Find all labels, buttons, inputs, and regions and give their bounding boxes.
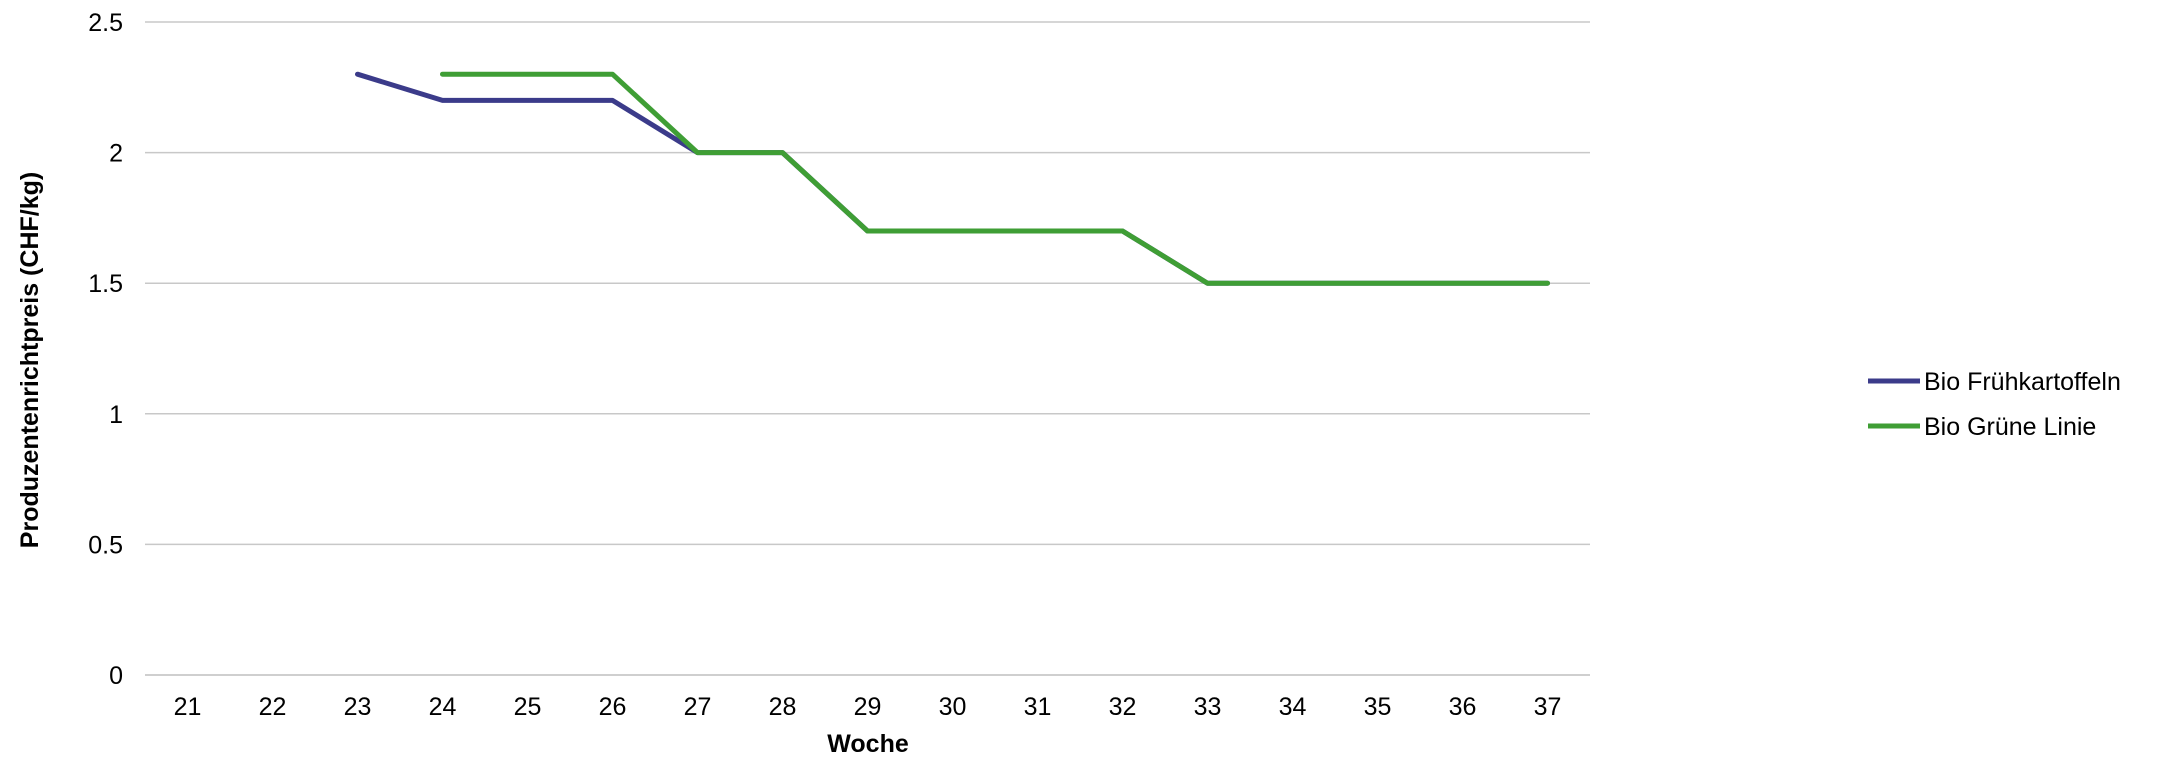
gridlines [145, 21, 1590, 676]
x-tick-label: 28 [769, 693, 797, 721]
x-tick-label: 34 [1279, 693, 1307, 721]
x-tick-label: 26 [599, 693, 627, 721]
x-tick-label: 21 [174, 693, 202, 721]
x-axis-title: Woche [827, 730, 909, 753]
x-tick-label: 33 [1194, 693, 1222, 721]
y-tick-label: 0 [109, 662, 123, 690]
x-tick-label: 30 [939, 693, 967, 721]
legend-label: Bio Frühkartoffeln [1924, 368, 2121, 396]
legend: Bio Frühkartoffeln Bio Grüne Linie [1868, 368, 2121, 441]
x-tick-label: 22 [259, 693, 287, 721]
y-axis-title: Produzentenrichtpreis (CHF/kg) [16, 172, 44, 548]
series-lines [355, 71, 1550, 286]
y-tick-label: 1.5 [88, 270, 123, 298]
y-tick-label: 0.5 [88, 531, 123, 559]
x-tick-label: 23 [344, 693, 372, 721]
series-line-1 [355, 71, 1550, 286]
x-tick-label: 25 [514, 693, 542, 721]
y-tick-label: 1 [109, 401, 123, 429]
legend-label: Bio Grüne Linie [1924, 413, 2096, 441]
x-tick-label: 36 [1449, 693, 1477, 721]
x-axis-ticks: 21 22 23 24 25 26 27 28 29 30 31 32 33 34 35 36 37 [174, 693, 1562, 721]
x-tick-label: 35 [1364, 693, 1392, 721]
x-tick-label: 31 [1024, 693, 1052, 721]
y-tick-label: 2 [109, 140, 123, 168]
x-tick-label: 24 [429, 693, 457, 721]
series-line-2 [440, 71, 1550, 286]
x-tick-label: 32 [1109, 693, 1137, 721]
y-axis-ticks: 0 0.5 1 1.5 2 2.5 [88, 9, 123, 690]
x-tick-label: 37 [1534, 693, 1562, 721]
x-tick-label: 27 [684, 693, 712, 721]
y-tick-label: 2.5 [88, 9, 123, 37]
x-tick-label: 29 [854, 693, 882, 721]
